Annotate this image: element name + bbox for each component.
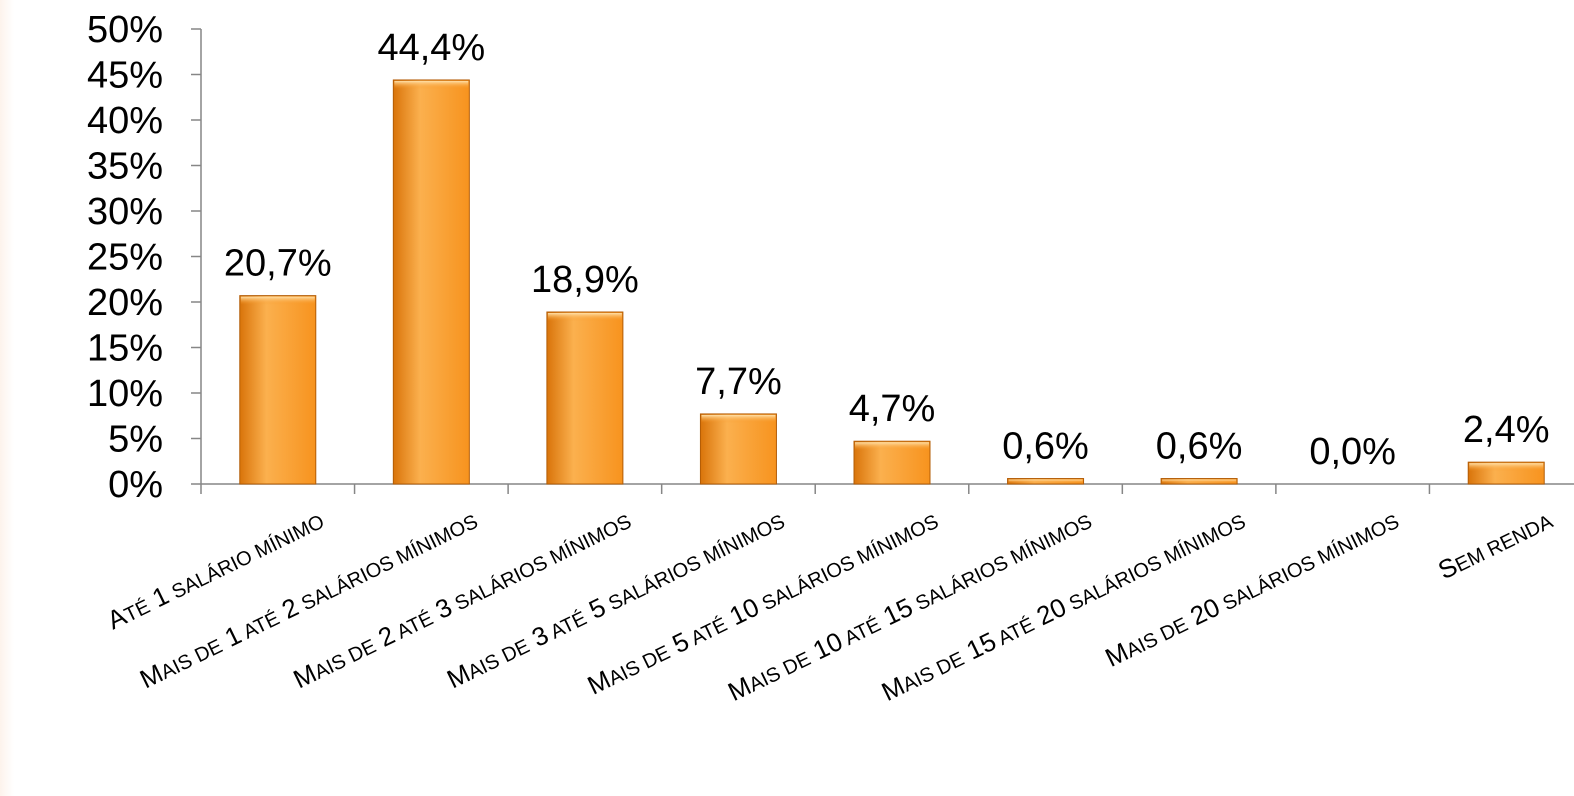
bar — [546, 311, 624, 485]
data-label: 2,4% — [1463, 409, 1550, 451]
y-tick-label: 20% — [87, 282, 163, 324]
bar — [392, 79, 470, 485]
data-label: 0,6% — [1156, 426, 1243, 468]
y-tick-label: 40% — [87, 100, 163, 142]
y-tick-label: 50% — [87, 9, 163, 51]
y-tick-label: 15% — [87, 328, 163, 370]
bar — [239, 295, 317, 485]
y-tick-label: 10% — [87, 373, 163, 415]
bar-highlight — [547, 313, 622, 322]
data-label: 44,4% — [377, 27, 485, 69]
data-labels: 20,7% 44,4% 18,9% 7,7% 4,7% 0,6% 0,6% 0,0% 2,4% — [224, 27, 1550, 473]
data-label: 4,7% — [849, 388, 936, 430]
data-label: 20,7% — [224, 243, 332, 285]
y-tick-label: 30% — [87, 191, 163, 233]
bar-highlight — [1008, 479, 1083, 483]
y-tick-label: 5% — [108, 419, 163, 461]
y-axis: 0%5%10%15%20%25%30%35%40%45%50% — [87, 9, 202, 506]
bar-highlight — [855, 442, 929, 451]
bar-highlight — [1162, 479, 1237, 483]
y-tick-label: 0% — [108, 464, 163, 506]
data-label: 7,7% — [695, 361, 782, 403]
data-label: 0,0% — [1309, 431, 1396, 473]
bar-highlight — [701, 414, 776, 423]
bar-highlight — [1469, 463, 1544, 472]
bars — [239, 79, 1545, 485]
data-label: 18,9% — [531, 259, 639, 301]
y-tick-label: 45% — [87, 55, 163, 97]
y-tick-label: 35% — [87, 146, 163, 188]
data-label: 0,6% — [1002, 426, 1089, 468]
x-axis — [200, 483, 1574, 494]
bar-highlight — [240, 296, 315, 305]
x-category-label: MAIS DE 20 SALÁRIOS MÍNIMOS — [1100, 504, 1403, 672]
bar-highlight — [394, 80, 469, 89]
bar — [699, 413, 777, 485]
x-category-label: SEM RENDA — [1433, 504, 1557, 585]
y-tick-label: 25% — [87, 237, 163, 279]
